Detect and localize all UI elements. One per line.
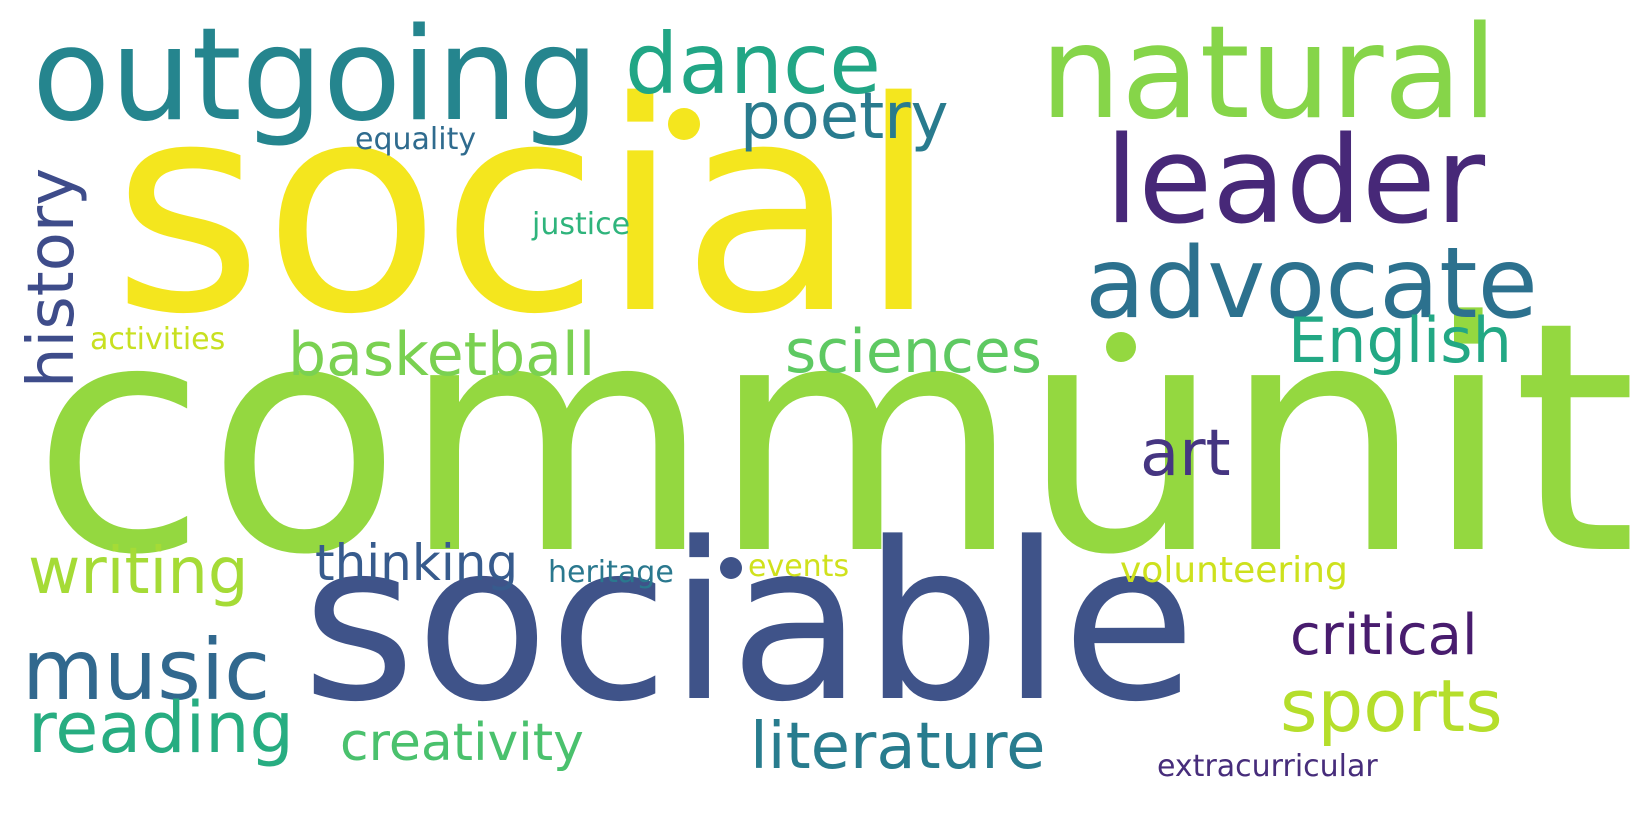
word-events: events (748, 549, 850, 584)
word-sciences: sciences (785, 317, 1043, 387)
word-critical: critical (1290, 603, 1478, 668)
word-outgoing: outgoing (32, 1, 600, 150)
word-extracurricular: extracurricular (1157, 749, 1378, 784)
word-volunteering: volunteering (1120, 550, 1348, 591)
word-justice: justice (532, 207, 631, 242)
word-english: English (1288, 304, 1512, 377)
word-dance: dance (625, 15, 881, 113)
word-leader: leader (1105, 112, 1486, 251)
word-writing: writing (28, 535, 249, 609)
word-literature: literature (750, 710, 1046, 784)
dot-mark-yellow (668, 108, 700, 140)
word-social: social (112, 41, 939, 378)
word-equality: equality (355, 122, 477, 157)
word-sociable: sociable (302, 497, 1197, 750)
word-sports: sports (1280, 664, 1503, 748)
word-history: history (15, 167, 89, 388)
word-basketball: basketball (288, 320, 596, 390)
dot-mark-blue (720, 557, 742, 579)
word-music: music (22, 621, 271, 719)
word-natural: natural (1040, 0, 1498, 148)
word-advocate: advocate (1085, 227, 1538, 341)
word-reading: reading (28, 687, 294, 769)
word-thinking: thinking (315, 534, 519, 592)
word-creativity: creativity (340, 713, 584, 773)
word-art: art (1140, 417, 1231, 491)
word-heritage: heritage (548, 555, 674, 590)
word-community: community (32, 254, 1639, 624)
word-activities: activities (90, 322, 226, 357)
word-poetry: poetry (740, 80, 949, 154)
dot-mark-green (1106, 332, 1136, 362)
